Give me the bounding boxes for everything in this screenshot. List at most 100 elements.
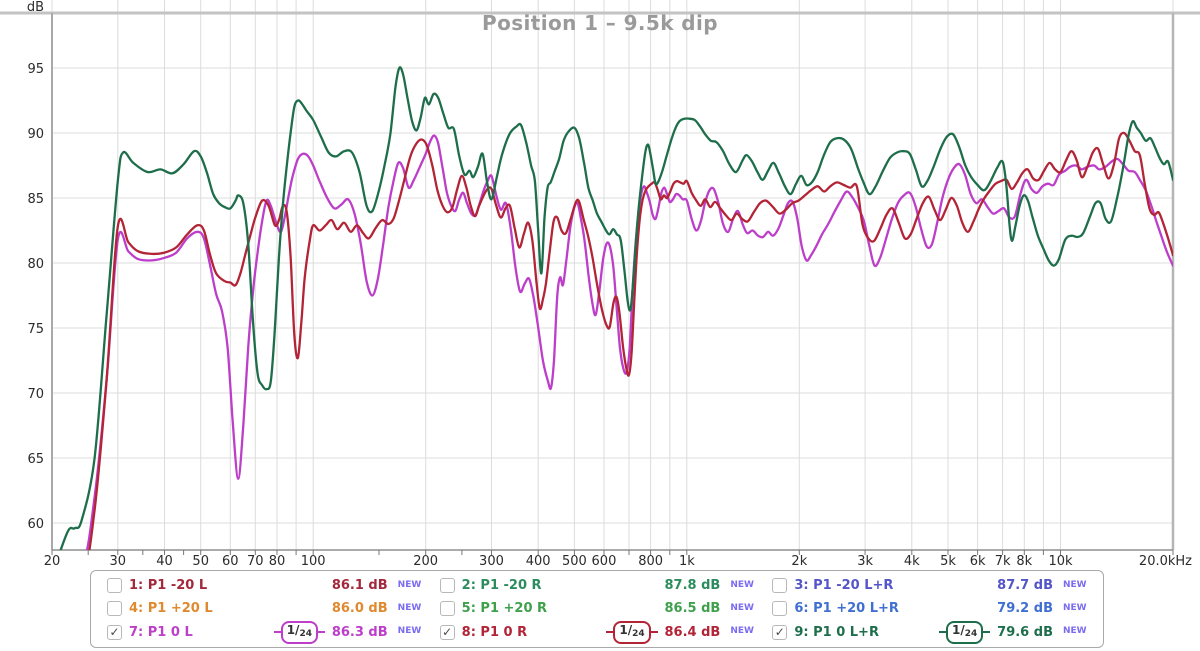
badge-line-right <box>317 631 325 634</box>
svg-text:10k: 10k <box>1048 554 1073 568</box>
trace-label: 7: P1 0 L <box>129 624 193 640</box>
legend-item-2[interactable]: 2: P1 -20 R 87.8 dB NEW <box>428 574 761 597</box>
measurement-traces <box>59 66 1173 550</box>
svg-text:100: 100 <box>301 554 326 568</box>
badge-line-right <box>983 631 991 634</box>
trace-visibility-checkbox[interactable] <box>439 578 455 594</box>
new-tag: NEW <box>1062 579 1087 590</box>
new-tag: NEW <box>1062 602 1087 613</box>
vertical-gridlines <box>51 0 1174 550</box>
svg-text:60: 60 <box>27 517 44 532</box>
svg-text:70: 70 <box>27 387 44 402</box>
smoothing-badge: 1/24 <box>939 620 991 644</box>
smoothing-value: 1/24 <box>946 620 984 644</box>
svg-text:85: 85 <box>27 192 44 207</box>
legend-item-9[interactable]: ✓ 9: P1 0 L+R 1/24 79.6 dB NEW <box>760 620 1093 644</box>
svg-text:50: 50 <box>192 554 209 568</box>
svg-text:500: 500 <box>562 554 587 568</box>
trace-8 <box>88 131 1173 550</box>
trace-spl-value: 86.4 dB <box>664 624 721 640</box>
trace-visibility-checkbox[interactable] <box>107 601 122 617</box>
badge-line-left <box>939 631 947 634</box>
svg-text:70: 70 <box>247 554 264 568</box>
svg-text:dB: dB <box>27 0 44 15</box>
badge-line-left <box>273 631 281 634</box>
trace-visibility-checkbox[interactable]: ✓ <box>439 624 455 640</box>
trace-spl-value: 86.5 dB <box>664 601 721 617</box>
svg-text:30: 30 <box>110 554 127 568</box>
svg-text:95: 95 <box>27 62 44 77</box>
trace-visibility-checkbox[interactable] <box>439 601 455 617</box>
badge-line-left <box>606 631 614 634</box>
new-tag: NEW <box>730 626 754 637</box>
legend-item-8[interactable]: ✓ 8: P1 0 R 1/24 86.4 dB NEW <box>428 620 761 644</box>
trace-visibility-checkbox[interactable]: ✓ <box>772 624 788 640</box>
smoothing-badge: 1/24 <box>273 620 325 644</box>
new-tag: NEW <box>397 602 422 613</box>
trace-spl-value: 86.3 dB <box>331 624 388 640</box>
svg-text:75: 75 <box>27 322 44 337</box>
svg-text:5k: 5k <box>940 554 956 568</box>
trace-9 <box>59 66 1173 550</box>
smoothing-value: 1/24 <box>280 620 318 644</box>
legend-item-1[interactable]: 1: P1 -20 L 86.1 dB NEW <box>95 574 428 597</box>
legend-item-3[interactable]: 3: P1 -20 L+R 87.7 dB NEW <box>760 574 1093 597</box>
trace-label: 2: P1 -20 R <box>461 578 542 594</box>
trace-label: 3: P1 -20 L+R <box>794 578 894 594</box>
svg-text:300: 300 <box>479 554 504 568</box>
trace-spl-value: 86.0 dB <box>331 601 388 617</box>
legend-item-7[interactable]: ✓ 7: P1 0 L 1/24 86.3 dB NEW <box>95 620 428 644</box>
legend-panel: 1: P1 -20 L 86.1 dB NEW 2: P1 -20 R 87.8… <box>90 570 1104 648</box>
trace-visibility-checkbox[interactable]: ✓ <box>107 624 122 640</box>
svg-text:60: 60 <box>222 554 239 568</box>
trace-visibility-checkbox[interactable] <box>772 578 788 594</box>
svg-text:7k: 7k <box>995 554 1011 568</box>
trace-label: 4: P1 +20 L <box>129 601 213 617</box>
trace-spl-value: 79.2 dB <box>997 601 1053 617</box>
svg-text:20.0kHz: 20.0kHz <box>1139 554 1192 568</box>
axis-labels: dB 95 90 85 80 75 70 65 60 20 30 40 50 60 70 80 100 200 30… <box>27 0 1192 568</box>
legend-item-6[interactable]: 6: P1 +20 L+R 79.2 dB NEW <box>760 597 1093 620</box>
svg-text:80: 80 <box>269 554 286 568</box>
svg-text:20: 20 <box>44 554 61 568</box>
trace-spl-value: 79.6 dB <box>997 624 1053 640</box>
trace-visibility-checkbox[interactable] <box>772 601 788 617</box>
svg-text:90: 90 <box>27 127 44 142</box>
trace-spl-value: 86.1 dB <box>331 578 388 594</box>
trace-label: 8: P1 0 R <box>461 624 528 640</box>
x-axis-ticks <box>51 550 1174 555</box>
svg-text:200: 200 <box>413 554 438 568</box>
svg-text:8k: 8k <box>1016 554 1032 568</box>
smoothing-badge: 1/24 <box>606 620 658 644</box>
new-tag: NEW <box>730 579 754 590</box>
horizontal-gridlines <box>52 67 1173 524</box>
plot-frame <box>0 11 1200 551</box>
legend-item-4[interactable]: 4: P1 +20 L 86.0 dB NEW <box>95 597 428 620</box>
trace-label: 9: P1 0 L+R <box>794 624 879 640</box>
badge-line-right <box>650 631 658 634</box>
new-tag: NEW <box>397 626 422 637</box>
svg-text:65: 65 <box>27 452 44 467</box>
new-tag: NEW <box>397 579 422 590</box>
trace-7 <box>85 134 1173 550</box>
trace-visibility-checkbox[interactable] <box>107 578 122 594</box>
new-tag: NEW <box>730 602 754 613</box>
trace-spl-value: 87.8 dB <box>664 578 721 594</box>
svg-text:80: 80 <box>27 257 44 272</box>
svg-text:800: 800 <box>638 554 663 568</box>
svg-text:6k: 6k <box>970 554 986 568</box>
svg-text:2k: 2k <box>791 554 807 568</box>
smoothing-value: 1/24 <box>613 620 651 644</box>
svg-text:4k: 4k <box>904 554 920 568</box>
trace-label: 1: P1 -20 L <box>129 578 208 594</box>
spl-frequency-response-chart: dB 95 90 85 80 75 70 65 60 20 30 40 50 60 70 80 100 200 30… <box>0 0 1200 568</box>
svg-text:40: 40 <box>156 554 173 568</box>
svg-text:1k: 1k <box>679 554 695 568</box>
svg-text:3k: 3k <box>857 554 873 568</box>
trace-label: 6: P1 +20 L+R <box>794 601 899 617</box>
new-tag: NEW <box>1062 626 1087 637</box>
trace-label: 5: P1 +20 R <box>461 601 548 617</box>
svg-text:600: 600 <box>592 554 617 568</box>
legend-item-5[interactable]: 5: P1 +20 R 86.5 dB NEW <box>428 597 761 620</box>
